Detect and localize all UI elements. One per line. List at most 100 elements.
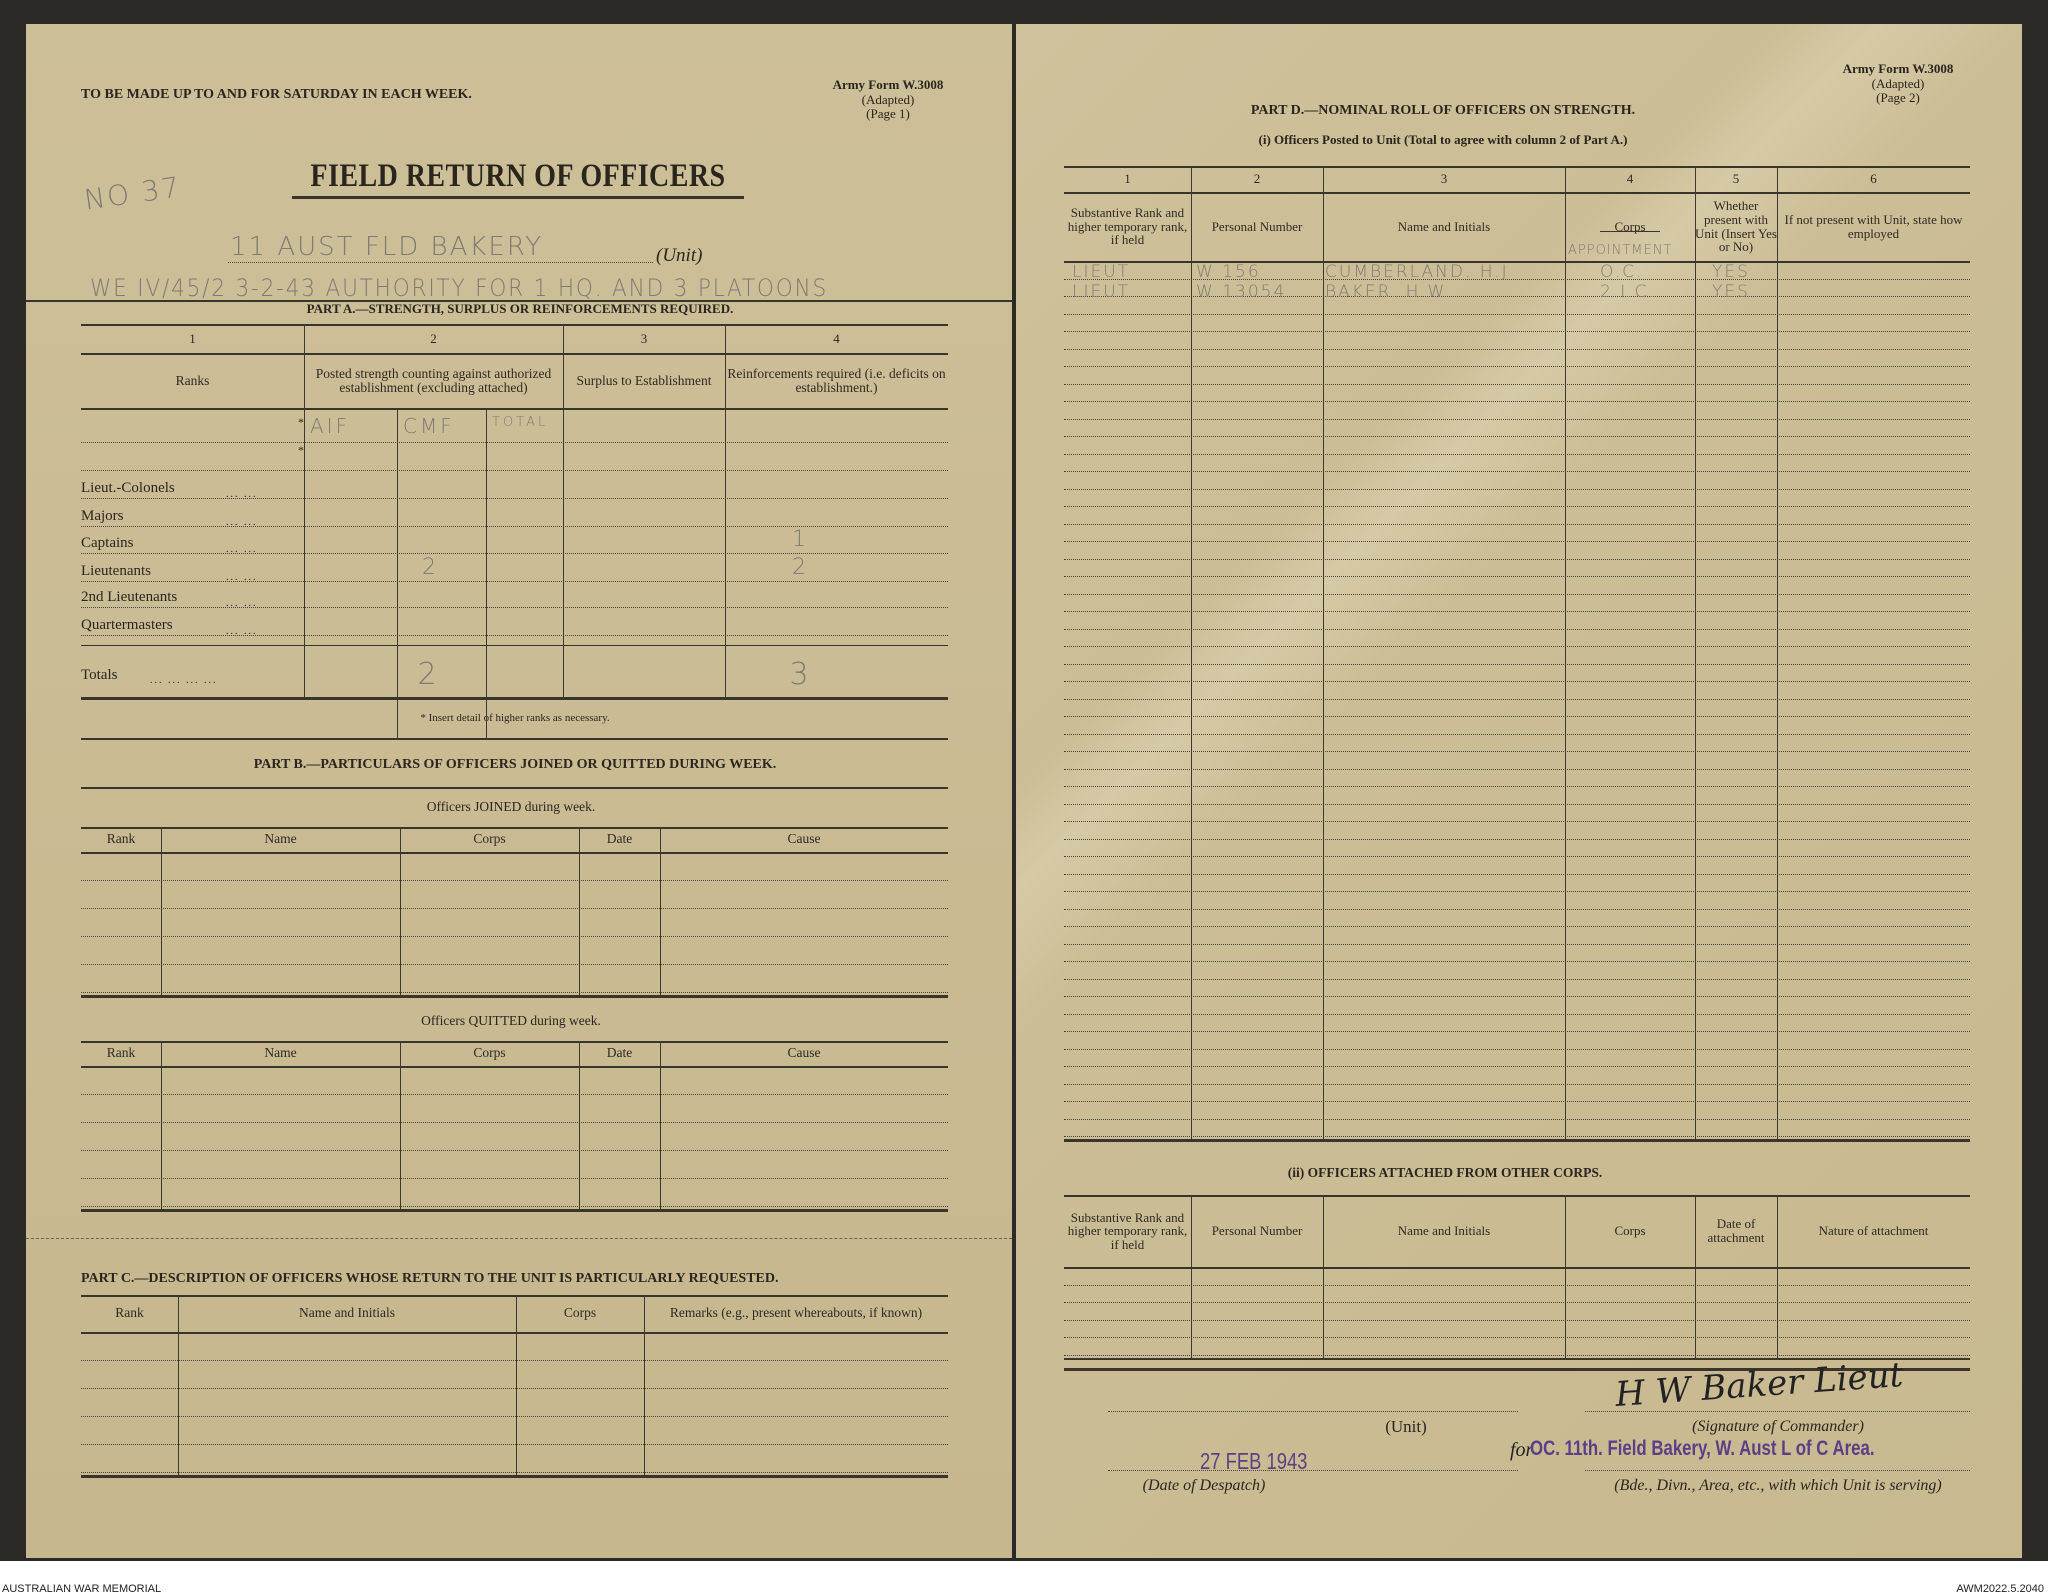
row-dotted-line xyxy=(81,1416,948,1417)
perforation-line xyxy=(26,1238,1012,1239)
row-dotted-line xyxy=(1064,1284,1970,1286)
roll-cell: W 156 xyxy=(1196,262,1261,282)
column-rule xyxy=(1323,166,1325,1139)
row-dotted-line xyxy=(1064,383,1970,385)
divider xyxy=(81,787,948,789)
form-page-number: (Page 1) xyxy=(866,106,910,121)
instruction-text: TO BE MADE UP TO AND FOR SATURDAY IN EAC… xyxy=(81,87,472,102)
asterisk: * xyxy=(298,415,304,429)
unit-dotted-line xyxy=(228,262,653,263)
row-dotted-line xyxy=(1064,1031,1970,1032)
row-dotted-line xyxy=(1064,821,1970,822)
column-rule xyxy=(1191,1195,1193,1358)
row-dotted-line xyxy=(1064,698,1970,700)
totals-aif: 2 xyxy=(417,657,439,692)
column-header: Date of attachment xyxy=(1707,1216,1765,1245)
roll-cell: CUMBERLAND. H.J xyxy=(1325,262,1509,282)
column-header: Personal Number xyxy=(1211,218,1303,234)
column-rule xyxy=(397,410,399,740)
table-rule xyxy=(1064,166,1970,168)
formation-stamp: OC. 11th. Field Bakery, W. Aust L of C A… xyxy=(1530,1437,1875,1460)
row-dotted-line xyxy=(1064,961,1970,962)
table-rule xyxy=(81,1475,948,1478)
part-d-title: PART D.—NOMINAL ROLL OF OFFICERS ON STRE… xyxy=(1250,103,1636,118)
unit-value: 11 AUST FLD BAKERY xyxy=(230,232,544,262)
part-d-subtitle: (i) Officers Posted to Unit (Total to ag… xyxy=(1258,132,1628,147)
row-dotted-line xyxy=(81,498,948,499)
authority-note: WE IV/45/2 3-2-43 AUTHORITY FOR 1 HQ. AN… xyxy=(90,274,828,302)
column-rule xyxy=(516,1295,518,1475)
date-line xyxy=(1108,1470,1518,1471)
row-dotted-line xyxy=(1064,908,1970,910)
row-dotted-line xyxy=(81,553,948,554)
column-header: Personal Number xyxy=(1211,1223,1303,1239)
column-rule xyxy=(161,1041,163,1209)
caption-right: AWM2022.5.2040 xyxy=(1956,1583,2044,1595)
column-rule xyxy=(304,324,306,697)
totals-label: Totals xyxy=(81,667,118,683)
roll-cell: W 13054 xyxy=(1196,282,1287,302)
caption-bar: AUSTRALIAN WAR MEMORIAL AWM2022.5.2040 xyxy=(0,1561,2048,1595)
column-header: Date xyxy=(606,831,633,847)
table-rule xyxy=(81,1295,948,1297)
column-header: Surplus to Establishment xyxy=(576,372,712,388)
row-dotted-line xyxy=(1064,593,1970,595)
reinforcements-count: 1 xyxy=(792,527,808,552)
row-dotted-line xyxy=(81,1150,948,1151)
column-header: 3 xyxy=(1440,171,1448,187)
column-rule xyxy=(161,827,163,995)
column-rule xyxy=(579,1041,581,1209)
row-dotted-line xyxy=(81,908,948,909)
rank-label: 2nd Lieutenants xyxy=(81,589,178,605)
row-dotted-line xyxy=(81,470,948,471)
page-title: FIELD RETURN OF OFFICERS xyxy=(310,158,726,194)
column-rule xyxy=(644,1295,646,1475)
row-dotted-line xyxy=(1064,331,1970,332)
attached-title: (ii) OFFICERS ATTACHED FROM OTHER CORPS. xyxy=(1287,1165,1603,1180)
row-dotted-line xyxy=(1064,768,1970,770)
row-dotted-line xyxy=(1064,1118,1970,1120)
column-rule xyxy=(579,827,581,995)
leader-dots: ... ... xyxy=(226,626,258,637)
row-dotted-line xyxy=(1064,1302,1970,1303)
unit-label: (Unit) xyxy=(1385,1417,1427,1436)
column-rule xyxy=(563,324,565,697)
column-header: 4 xyxy=(1626,171,1634,187)
column-rule xyxy=(725,324,727,697)
roll-cell: LIEUT xyxy=(1072,262,1131,282)
column-header: 1 xyxy=(189,330,196,346)
totals-reinforcements: 3 xyxy=(789,657,811,692)
row-dotted-line xyxy=(81,936,948,937)
row-dotted-line xyxy=(1064,978,1970,980)
table-rule xyxy=(1064,261,1970,263)
table-rule xyxy=(1064,1139,1970,1142)
row-dotted-line xyxy=(81,1444,948,1445)
row-dotted-line xyxy=(1064,488,1970,490)
row-dotted-line xyxy=(81,442,948,443)
row-dotted-line xyxy=(1064,418,1970,420)
form-adapted: (Adapted) xyxy=(861,92,915,107)
column-header: If not present with Unit, state how empl… xyxy=(1784,211,1963,241)
row-dotted-line xyxy=(81,1094,948,1095)
rank-label: Captains xyxy=(81,535,134,551)
row-dotted-line xyxy=(1064,296,1970,297)
table-rule xyxy=(81,852,948,854)
roll-cell: YES xyxy=(1712,262,1750,282)
row-dotted-line xyxy=(81,581,948,582)
column-rule xyxy=(660,827,662,995)
row-dotted-line xyxy=(1064,401,1970,402)
leader-dots: ... ... xyxy=(226,517,258,528)
unit-label: (Unit) xyxy=(656,245,703,266)
leader-dots: ... ... xyxy=(226,544,258,555)
column-header: Corps xyxy=(563,1305,597,1321)
row-dotted-line xyxy=(81,992,948,993)
row-dotted-line xyxy=(81,1178,948,1179)
row-dotted-line xyxy=(81,964,948,965)
column-header: 2 xyxy=(1253,171,1261,187)
row-dotted-line xyxy=(1064,611,1970,612)
column-header: Corps xyxy=(1614,1223,1646,1239)
table-rule xyxy=(81,1209,948,1212)
column-rule xyxy=(1191,166,1193,1139)
part-a-footnote: * Insert detail of higher ranks as neces… xyxy=(420,712,610,724)
column-header: 5 xyxy=(1732,171,1740,187)
